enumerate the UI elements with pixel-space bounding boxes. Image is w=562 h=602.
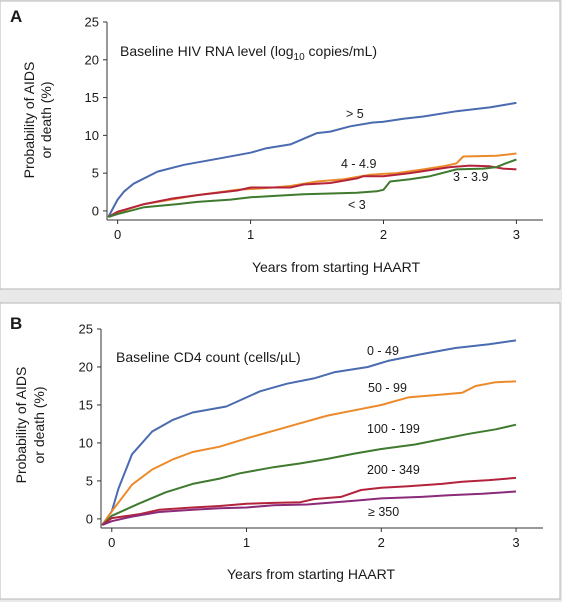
panel-a-series-label-gt5: > 5: [346, 107, 364, 121]
panel-a-ylabel-line1: Probability of AIDS: [21, 62, 37, 179]
panel-a-series-label-lt3: < 3: [348, 198, 366, 212]
panel-b-series-line-3: [101, 423, 517, 526]
panel-b-series-label-0-49: 0 - 49: [367, 344, 399, 358]
panel-a-title-prefix: Baseline HIV RNA level (log: [120, 43, 294, 59]
panel-b-x-tick-label: 0: [108, 535, 115, 550]
panel-b-series-line-1: [101, 339, 517, 526]
panel-a-y-tick-label: 5: [92, 166, 99, 181]
panel-b-series-line-5: [101, 490, 517, 526]
panel-a-series-line-3: [107, 164, 517, 218]
panel-b-x-tick-label: 1: [243, 535, 250, 550]
panel-a-series-line-1: [107, 101, 517, 218]
panel-a-letter: A: [10, 7, 22, 26]
panel-b-series-label-ge350: ≥ 350: [368, 505, 399, 519]
panel-a-series-line-4: [107, 158, 517, 218]
panel-b-series-line-4: [101, 476, 517, 526]
panel-a-background: [0, 0, 561, 290]
panel-b-y-tick-label: 0: [86, 511, 93, 526]
panel-a-x-tick-label: 3: [513, 227, 520, 242]
panel-b-x-tick-label: 2: [378, 535, 385, 550]
panel-a: A Baseline HIV RNA level (log10 copies/m…: [0, 0, 561, 290]
panel-a-y-tick-label: 10: [85, 128, 99, 143]
panel-b-y-tick-label: 20: [79, 359, 93, 374]
panel-b-y-tick-label: 10: [79, 435, 93, 450]
panel-a-series-label-4-4.9: 4 - 4.9: [341, 157, 376, 171]
panel-b-xlabel: Years from starting HAART: [227, 566, 396, 582]
panel-a-y-tick-label: 20: [85, 52, 99, 67]
panel-a-title: Baseline HIV RNA level (log10 copies/mL): [120, 43, 377, 63]
panel-b-series-label-50-99: 50 - 99: [368, 381, 407, 395]
panel-a-title-suffix: copies/mL): [305, 43, 377, 59]
panel-b-x-tick-label: 3: [512, 535, 519, 550]
panel-a-x-tick-label: 2: [380, 227, 387, 242]
panel-a-x-tick-label: 0: [114, 227, 121, 242]
panel-b-letter: B: [10, 314, 22, 333]
panel-b-y-tick-label: 25: [79, 322, 93, 337]
panel-b-axes: 0 5 10 15 20 25 0 1 2 3: [79, 322, 543, 550]
panel-b: B Baseline CD4 count (cells/µL) Probabil…: [0, 302, 561, 600]
panel-a-xlabel: Years from starting HAART: [252, 259, 421, 275]
panel-b-background: [0, 302, 561, 600]
panel-b-title: Baseline CD4 count (cells/µL): [116, 349, 301, 365]
panel-a-axes: 0 5 10 15 20 25 0 1 2 3: [85, 15, 543, 242]
panel-a-title-subscript: 10: [294, 52, 306, 63]
panel-a-series-label-3-3.9: 3 - 3.9: [453, 170, 488, 184]
panel-a-ylabel-line2: or death (%): [38, 81, 54, 158]
panel-a-y-tick-label: 0: [92, 203, 99, 218]
panel-b-series-label-200-349: 200 - 349: [367, 463, 420, 477]
panel-b-series-line-2: [101, 380, 517, 526]
panel-b-y-tick-label: 5: [86, 473, 93, 488]
panel-a-y-tick-label: 25: [85, 15, 99, 30]
panel-b-ylabel-line1: Probability of AIDS: [13, 367, 29, 484]
panel-b-y-tick-label: 15: [79, 397, 93, 412]
panel-b-series-label-100-199: 100 - 199: [367, 422, 420, 436]
panel-b-ylabel-line2: or death (%): [31, 386, 47, 463]
panel-a-y-tick-label: 15: [85, 90, 99, 105]
panel-a-x-tick-label: 1: [247, 227, 254, 242]
